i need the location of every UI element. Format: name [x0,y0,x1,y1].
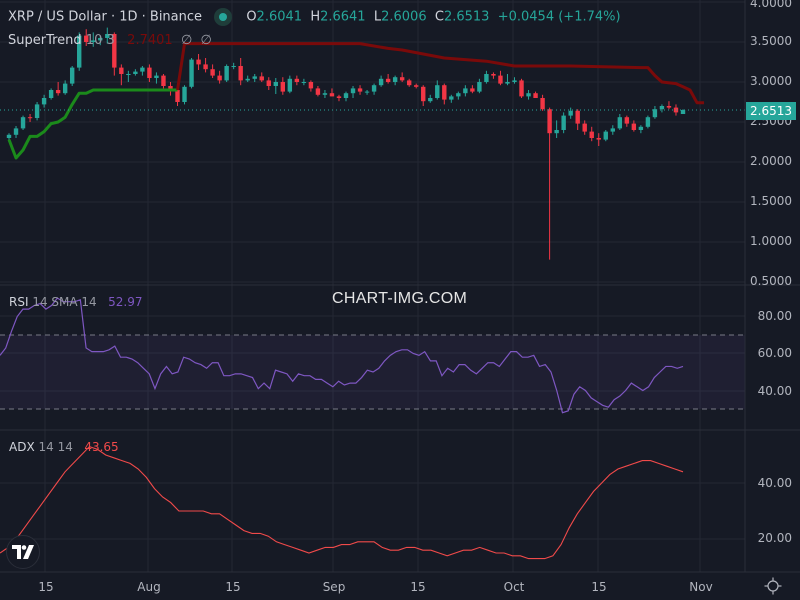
tradingview-logo[interactable] [6,535,40,569]
rsi-name: RSI [9,295,29,309]
high-value: 2.6641 [320,9,366,25]
price-tick: 3.0000 [750,74,792,88]
supertrend-name: SuperTrend [8,33,82,48]
adx-params: 14 14 [38,440,73,454]
close-label: C [434,9,444,25]
time-tick: 15 [591,580,607,594]
candlestick-series [6,27,686,260]
supertrend-value: 2.7401 [127,33,173,48]
open-value: 2.6041 [256,9,303,25]
rsi-band [0,334,745,410]
close-value: 2.6513 [443,9,490,25]
supertrend-line [7,42,705,160]
adx-tick: 20.00 [757,531,792,545]
adx-value: 43.65 [84,440,119,454]
grid-lines [0,0,745,572]
low-label: L [373,9,382,25]
price-tick: 0.5000 [750,274,792,288]
price-tick: 4.0000 [750,0,792,10]
rsi-line [0,297,684,414]
supertrend-na-icon: ∅ [180,33,193,48]
adx-tick: 40.00 [757,476,792,490]
settings-gear-icon[interactable] [764,577,782,595]
supertrend-na-icon: ∅ [200,33,212,48]
rsi-value: 52.97 [108,295,143,309]
last-price-tag: 2.6513 [746,102,796,120]
time-tick: Sep [322,580,346,594]
supertrend-legend[interactable]: SuperTrend 10 3 2.7401 ∅ ∅ [8,33,212,48]
price-tick: 1.0000 [750,234,792,248]
adx-legend[interactable]: ADX 14 14 43.65 [9,440,119,454]
price-tick: 2.0000 [750,154,792,168]
time-tick: 15 [225,580,241,594]
supertrend-params: 10 3 [85,33,115,48]
open-label: O [246,9,257,25]
rsi-tick: 40.00 [757,384,792,398]
price-tick: 3.5000 [750,34,792,48]
symbol-title[interactable]: XRP / US Dollar · 1D · Binance [8,9,203,25]
tradingview-logo-icon [12,545,34,559]
time-tick: Nov [689,580,713,594]
change-value: +0.0454 (+1.74%) [497,9,621,25]
adx-name: ADX [9,440,35,454]
time-tick: 15 [410,580,426,594]
adx-line [0,445,684,560]
market-status-icon [214,8,233,26]
rsi-legend[interactable]: RSI 14 SMA 14 52.97 [9,295,143,309]
rsi-params: 14 SMA 14 [32,295,97,309]
rsi-tick: 60.00 [757,346,792,360]
symbol-legend: XRP / US Dollar · 1D · Binance O2.6041 H… [8,8,621,26]
price-tick: 1.5000 [750,194,792,208]
time-tick: 15 [38,580,54,594]
low-value: 2.6006 [381,9,427,25]
watermark: CHART-IMG.COM [332,290,468,307]
rsi-tick: 80.00 [757,309,792,323]
time-tick: Oct [503,580,525,594]
time-tick: Aug [137,580,161,594]
high-label: H [310,9,321,25]
